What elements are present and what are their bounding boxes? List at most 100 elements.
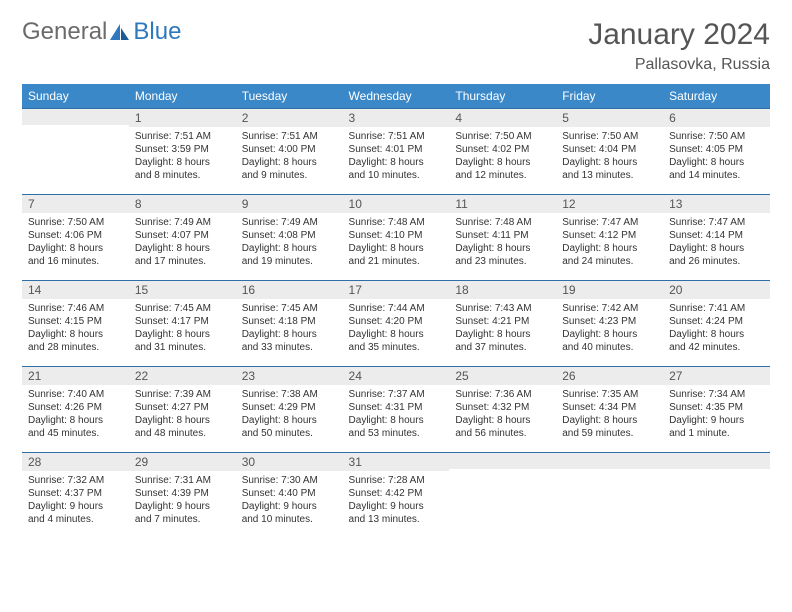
day-details: Sunrise: 7:32 AMSunset: 4:37 PMDaylight:… <box>22 471 129 530</box>
calendar-day-cell: 15Sunrise: 7:45 AMSunset: 4:17 PMDayligh… <box>129 281 236 367</box>
calendar-day-cell: 17Sunrise: 7:44 AMSunset: 4:20 PMDayligh… <box>343 281 450 367</box>
day-detail-line: Daylight: 8 hours <box>28 242 123 255</box>
day-number: 28 <box>22 453 129 471</box>
day-detail-line: Sunrise: 7:50 AM <box>28 216 123 229</box>
page-title: January 2024 <box>588 18 770 52</box>
day-detail-line: Daylight: 8 hours <box>455 328 550 341</box>
logo-text-general: General <box>22 18 107 46</box>
day-detail-line: Daylight: 8 hours <box>28 328 123 341</box>
calendar-day-cell: 13Sunrise: 7:47 AMSunset: 4:14 PMDayligh… <box>663 195 770 281</box>
day-detail-line: and 53 minutes. <box>349 427 444 440</box>
day-detail-line: Daylight: 8 hours <box>455 156 550 169</box>
calendar-day-cell: 18Sunrise: 7:43 AMSunset: 4:21 PMDayligh… <box>449 281 556 367</box>
calendar-day-cell: 1Sunrise: 7:51 AMSunset: 3:59 PMDaylight… <box>129 109 236 195</box>
day-details: Sunrise: 7:50 AMSunset: 4:02 PMDaylight:… <box>449 127 556 186</box>
calendar-day-cell: 2Sunrise: 7:51 AMSunset: 4:00 PMDaylight… <box>236 109 343 195</box>
day-number: 17 <box>343 281 450 299</box>
day-detail-line: and 7 minutes. <box>135 513 230 526</box>
day-details: Sunrise: 7:41 AMSunset: 4:24 PMDaylight:… <box>663 299 770 358</box>
day-detail-line: Daylight: 8 hours <box>349 156 444 169</box>
day-details: Sunrise: 7:48 AMSunset: 4:10 PMDaylight:… <box>343 213 450 272</box>
calendar-table: Sunday Monday Tuesday Wednesday Thursday… <box>22 84 770 543</box>
day-detail-line: and 4 minutes. <box>28 513 123 526</box>
weekday-header-row: Sunday Monday Tuesday Wednesday Thursday… <box>22 84 770 109</box>
day-details: Sunrise: 7:37 AMSunset: 4:31 PMDaylight:… <box>343 385 450 444</box>
day-detail-line: and 13 minutes. <box>349 513 444 526</box>
day-details: Sunrise: 7:38 AMSunset: 4:29 PMDaylight:… <box>236 385 343 444</box>
calendar-day-cell: 8Sunrise: 7:49 AMSunset: 4:07 PMDaylight… <box>129 195 236 281</box>
day-detail-line: Sunrise: 7:50 AM <box>669 130 764 143</box>
day-number: 3 <box>343 109 450 127</box>
day-number: 19 <box>556 281 663 299</box>
calendar-day-cell <box>449 453 556 543</box>
day-detail-line: Daylight: 9 hours <box>242 500 337 513</box>
day-details: Sunrise: 7:31 AMSunset: 4:39 PMDaylight:… <box>129 471 236 530</box>
day-detail-line: Daylight: 9 hours <box>669 414 764 427</box>
calendar-day-cell: 9Sunrise: 7:49 AMSunset: 4:08 PMDaylight… <box>236 195 343 281</box>
day-number: 4 <box>449 109 556 127</box>
day-detail-line: Sunrise: 7:51 AM <box>242 130 337 143</box>
day-detail-line: Sunset: 4:26 PM <box>28 401 123 414</box>
day-details: Sunrise: 7:39 AMSunset: 4:27 PMDaylight:… <box>129 385 236 444</box>
day-number: 11 <box>449 195 556 213</box>
calendar-day-cell: 16Sunrise: 7:45 AMSunset: 4:18 PMDayligh… <box>236 281 343 367</box>
day-detail-line: and 10 minutes. <box>242 513 337 526</box>
day-details: Sunrise: 7:28 AMSunset: 4:42 PMDaylight:… <box>343 471 450 530</box>
header: General Blue January 2024 Pallasovka, Ru… <box>22 18 770 74</box>
calendar-day-cell <box>556 453 663 543</box>
day-detail-line: Sunset: 4:05 PM <box>669 143 764 156</box>
day-detail-line: Daylight: 8 hours <box>28 414 123 427</box>
day-details: Sunrise: 7:40 AMSunset: 4:26 PMDaylight:… <box>22 385 129 444</box>
day-number: 6 <box>663 109 770 127</box>
day-detail-line: and 23 minutes. <box>455 255 550 268</box>
calendar-day-cell: 7Sunrise: 7:50 AMSunset: 4:06 PMDaylight… <box>22 195 129 281</box>
day-detail-line: Sunrise: 7:43 AM <box>455 302 550 315</box>
calendar-week-row: 21Sunrise: 7:40 AMSunset: 4:26 PMDayligh… <box>22 367 770 453</box>
calendar-day-cell: 22Sunrise: 7:39 AMSunset: 4:27 PMDayligh… <box>129 367 236 453</box>
day-number: 1 <box>129 109 236 127</box>
day-detail-line: Daylight: 9 hours <box>349 500 444 513</box>
calendar-week-row: 7Sunrise: 7:50 AMSunset: 4:06 PMDaylight… <box>22 195 770 281</box>
day-number: 27 <box>663 367 770 385</box>
day-detail-line: and 28 minutes. <box>28 341 123 354</box>
calendar-day-cell <box>22 109 129 195</box>
day-detail-line: and 26 minutes. <box>669 255 764 268</box>
day-detail-line: Sunset: 4:42 PM <box>349 487 444 500</box>
day-detail-line: and 31 minutes. <box>135 341 230 354</box>
day-detail-line: and 42 minutes. <box>669 341 764 354</box>
day-detail-line: Sunset: 4:29 PM <box>242 401 337 414</box>
day-detail-line: Sunrise: 7:30 AM <box>242 474 337 487</box>
day-detail-line: Daylight: 8 hours <box>242 156 337 169</box>
day-detail-line: Daylight: 8 hours <box>349 242 444 255</box>
calendar-day-cell: 19Sunrise: 7:42 AMSunset: 4:23 PMDayligh… <box>556 281 663 367</box>
day-detail-line: Sunrise: 7:28 AM <box>349 474 444 487</box>
calendar-day-cell: 24Sunrise: 7:37 AMSunset: 4:31 PMDayligh… <box>343 367 450 453</box>
day-number: 22 <box>129 367 236 385</box>
day-detail-line: Sunrise: 7:50 AM <box>455 130 550 143</box>
day-detail-line: Daylight: 8 hours <box>135 414 230 427</box>
day-detail-line: Sunset: 4:14 PM <box>669 229 764 242</box>
day-detail-line: Sunset: 3:59 PM <box>135 143 230 156</box>
day-detail-line: and 50 minutes. <box>242 427 337 440</box>
day-detail-line: Daylight: 9 hours <box>135 500 230 513</box>
day-details: Sunrise: 7:50 AMSunset: 4:05 PMDaylight:… <box>663 127 770 186</box>
day-detail-line: Sunrise: 7:50 AM <box>562 130 657 143</box>
title-block: January 2024 Pallasovka, Russia <box>588 18 770 74</box>
day-number: 26 <box>556 367 663 385</box>
day-detail-line: Sunrise: 7:48 AM <box>455 216 550 229</box>
weekday-header: Wednesday <box>343 84 450 109</box>
day-detail-line: Sunset: 4:04 PM <box>562 143 657 156</box>
calendar-day-cell: 26Sunrise: 7:35 AMSunset: 4:34 PMDayligh… <box>556 367 663 453</box>
day-detail-line: Sunset: 4:31 PM <box>349 401 444 414</box>
sail-icon <box>109 23 131 41</box>
day-detail-line: Sunset: 4:06 PM <box>28 229 123 242</box>
day-number: 10 <box>343 195 450 213</box>
day-detail-line: Sunrise: 7:49 AM <box>135 216 230 229</box>
day-detail-line: Daylight: 8 hours <box>135 328 230 341</box>
day-detail-line: Daylight: 8 hours <box>349 328 444 341</box>
day-detail-line: Sunset: 4:02 PM <box>455 143 550 156</box>
day-detail-line: Sunset: 4:37 PM <box>28 487 123 500</box>
calendar-day-cell: 14Sunrise: 7:46 AMSunset: 4:15 PMDayligh… <box>22 281 129 367</box>
day-detail-line: Sunset: 4:40 PM <box>242 487 337 500</box>
weekday-header: Saturday <box>663 84 770 109</box>
